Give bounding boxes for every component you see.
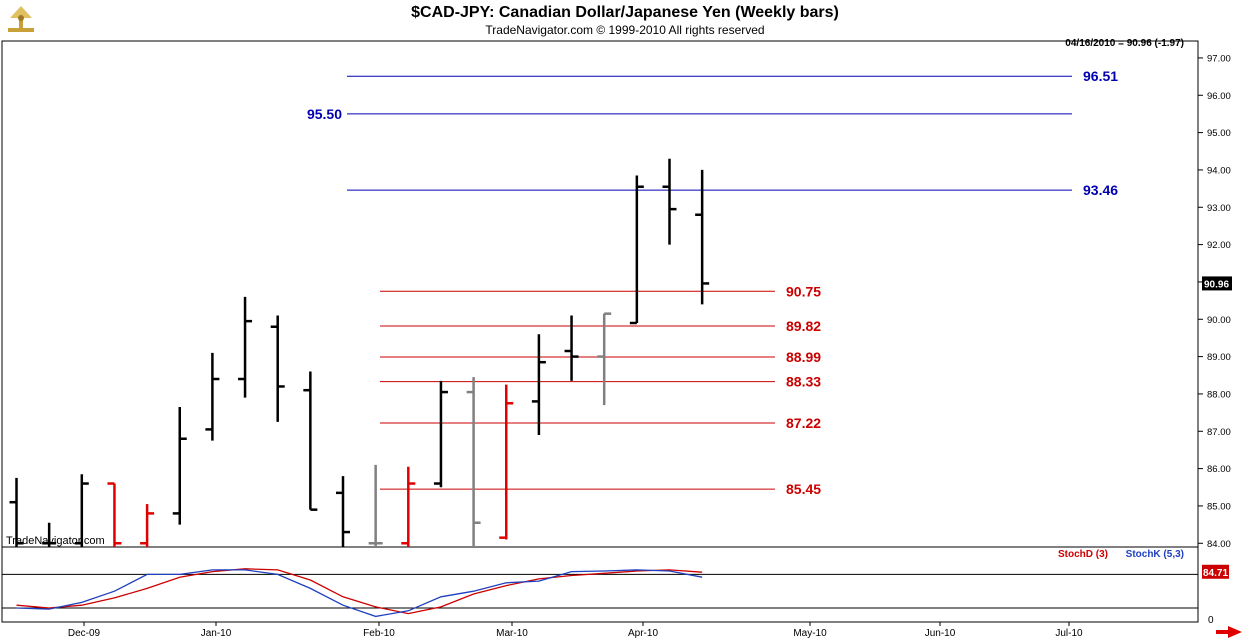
stoch-k-line (16, 569, 703, 618)
date-label: Jul-10 (1055, 628, 1083, 639)
level-label: 93.46 (1083, 182, 1118, 198)
level-label: 87.22 (786, 415, 821, 431)
price-tick-label: 85.00 (1207, 501, 1231, 512)
price-tick-label: 93.00 (1207, 203, 1231, 214)
date-label: Mar-10 (496, 628, 528, 639)
date-label: May-10 (793, 628, 827, 639)
date-label: Feb-10 (363, 628, 395, 639)
date-label: Jan-10 (201, 628, 232, 639)
level-label: 95.50 (307, 106, 342, 122)
level-label: 88.99 (786, 349, 821, 365)
level-label: 96.51 (1083, 68, 1118, 84)
price-tick-label: 90.00 (1207, 315, 1231, 326)
price-tick-label: 88.00 (1207, 389, 1231, 400)
price-tick-label: 96.00 (1207, 91, 1231, 102)
price-tick-label: 87.00 (1207, 427, 1231, 438)
price-tick-label: 86.00 (1207, 464, 1231, 475)
legend-stoch-k: StochK (5,3) (1125, 549, 1184, 560)
stoch-d-line (16, 568, 703, 615)
scroll-right-arrow-icon[interactable] (1216, 626, 1242, 638)
date-axis: Dec-09 Jan-10 Feb-10 Mar-10 Apr-10 May-10 Jun-… (68, 622, 1083, 639)
stoch-value-label: 84.71 (1203, 568, 1228, 579)
legend-stoch-d: StochD (3) (1058, 549, 1108, 560)
price-tick-label: 84.00 (1207, 539, 1231, 550)
stoch-value-box (1202, 564, 1229, 579)
date-label: Jun-10 (925, 628, 956, 639)
chart-subtitle: TradeNavigator.com © 1999-2010 All right… (485, 23, 765, 37)
date-label: Apr-10 (628, 628, 658, 639)
date-label: Dec-09 (68, 628, 101, 639)
price-tick-label: 94.00 (1207, 165, 1231, 176)
price-bars (9, 158, 710, 547)
price-tick-label: 89.00 (1207, 352, 1231, 363)
stochastic-panel: 084.71 (2, 564, 1229, 626)
stoch-tick-label: 0 (1208, 615, 1214, 626)
watermark: TradeNavigator.com (6, 535, 105, 547)
price-levels: 96.51 95.50 93.46 90.75 89.82 88.99 88.33 87.22… (307, 68, 1118, 497)
level-label: 90.75 (786, 283, 821, 299)
level-label: 85.45 (786, 481, 821, 497)
last-price-label: 90.96 (1204, 279, 1229, 290)
last-price-box (1202, 276, 1232, 291)
price-tick-label: 92.00 (1207, 240, 1231, 251)
price-axis: 84.0085.0086.0087.0088.0089.0090.0091.00… (1198, 53, 1232, 550)
tradenavigator-logo (8, 6, 34, 32)
price-readout: 04/16/2010 = 90.96 (-1.97) (1065, 38, 1184, 49)
price-tick-label: 97.00 (1207, 53, 1231, 64)
chart-title: $CAD-JPY: Canadian Dollar/Japanese Yen (… (411, 4, 839, 21)
level-label: 89.82 (786, 318, 821, 334)
price-tick-label: 95.00 (1207, 128, 1231, 139)
level-label: 88.33 (786, 374, 821, 390)
